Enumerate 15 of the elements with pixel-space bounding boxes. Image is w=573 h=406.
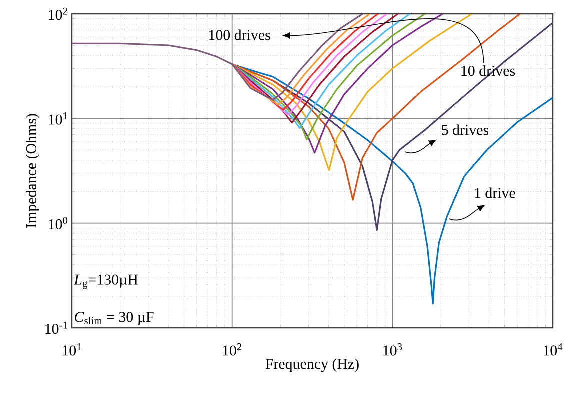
x-tick-label: 10$^{2}$ bbox=[223, 344, 242, 356]
series-label: 1 drive bbox=[475, 188, 516, 198]
annotation: C$_{slim}$ = 30 µF bbox=[74, 312, 154, 326]
y-tick-label: 10$^{1}$ bbox=[49, 112, 68, 125]
series-label: 5 drives bbox=[442, 124, 488, 136]
annotation: L$_{g}$=130µH bbox=[74, 274, 138, 290]
y-tick-label: 10$^{0}$ bbox=[49, 217, 68, 230]
x-tick-label: 10$^{3}$ bbox=[384, 344, 402, 356]
y-tick-label: 10$^{2}$ bbox=[49, 8, 68, 20]
y-tick-label: 10$^{-1}$ bbox=[46, 322, 68, 334]
y-axis-title: Impedance (Ohms) bbox=[26, 114, 40, 228]
series-label: 100 drives bbox=[210, 30, 270, 40]
x-tick-label: 10$^{1}$ bbox=[62, 344, 82, 356]
x-tick-label: 10$^{4}$ bbox=[544, 344, 563, 356]
x-axis-title: Frequency (Hz) bbox=[266, 358, 359, 372]
